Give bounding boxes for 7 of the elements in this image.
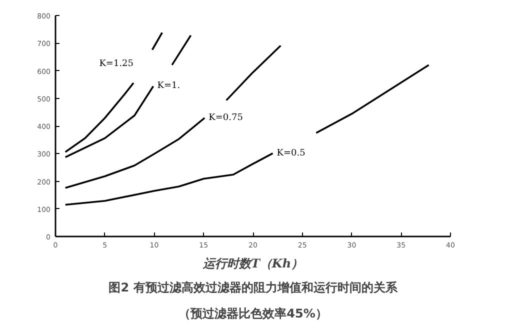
series-label: K=1.25	[99, 58, 134, 69]
x-axis-title: 运行时数T（Kh）	[202, 256, 304, 270]
text: 图2 有预过滤高效过滤器的阻力增值和运行时间的关系	[108, 280, 398, 294]
series-label: K=1.	[157, 81, 180, 92]
text: （预过滤器比色效率45%）	[178, 306, 328, 320]
series-label: K=0.75	[208, 112, 244, 123]
series-label: K=0.5	[276, 148, 306, 158]
